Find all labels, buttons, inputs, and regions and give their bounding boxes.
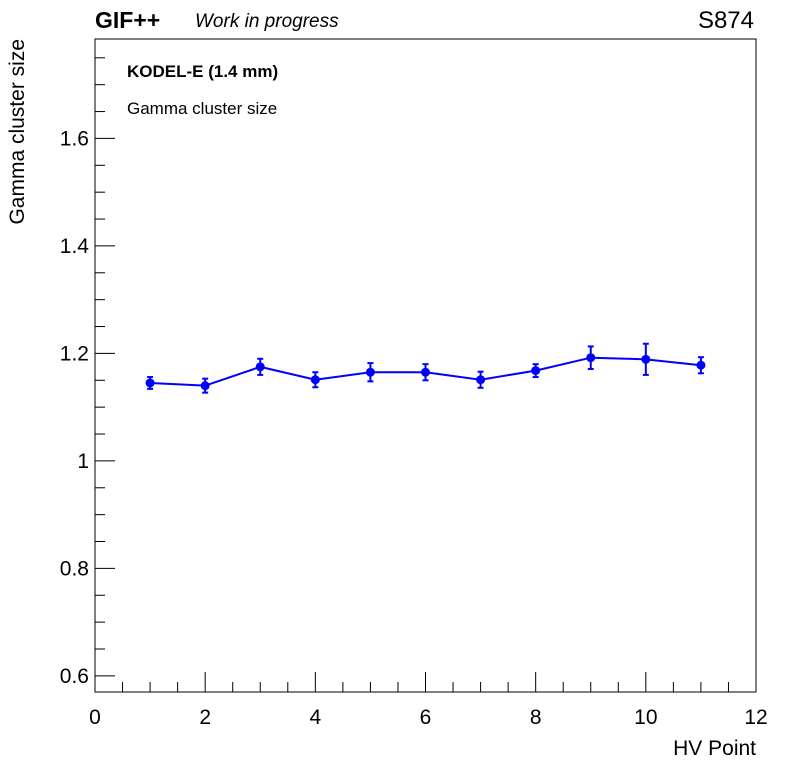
data-point [255, 362, 265, 372]
experiment-label: GIF++ [95, 7, 161, 33]
x-tick-label: 6 [420, 706, 432, 729]
x-tick-label: 0 [89, 706, 101, 729]
data-point [641, 354, 651, 364]
y-axis-title: Gamma cluster size [6, 39, 29, 225]
data-point [421, 367, 430, 377]
x-axis-title: HV Point [673, 737, 756, 760]
x-tick-label: 12 [744, 706, 767, 729]
data-point [145, 378, 155, 388]
data-point [696, 360, 706, 370]
data-point [200, 381, 210, 391]
x-tick-label: 2 [199, 706, 211, 729]
quantity-annotation: Gamma cluster size [127, 99, 277, 118]
data-point [476, 375, 486, 385]
data-point [365, 367, 375, 377]
y-tick-label: 0.8 [60, 557, 89, 580]
run-id-label: S874 [697, 7, 754, 34]
x-tick-label: 4 [309, 706, 321, 729]
y-tick-label: 1.2 [60, 342, 89, 365]
y-tick-label: 0.6 [60, 665, 89, 688]
status-label: Work in progress [195, 11, 339, 32]
y-tick-label: 1 [77, 450, 89, 473]
data-point [310, 375, 320, 385]
y-tick-label: 1.6 [60, 127, 89, 150]
x-tick-label: 10 [634, 706, 657, 729]
x-tick-label: 8 [530, 706, 542, 729]
data-point [531, 366, 541, 376]
detector-annotation: KODEL-E (1.4 mm) [127, 62, 278, 81]
y-tick-label: 1.4 [60, 235, 90, 258]
data-point [586, 353, 596, 363]
